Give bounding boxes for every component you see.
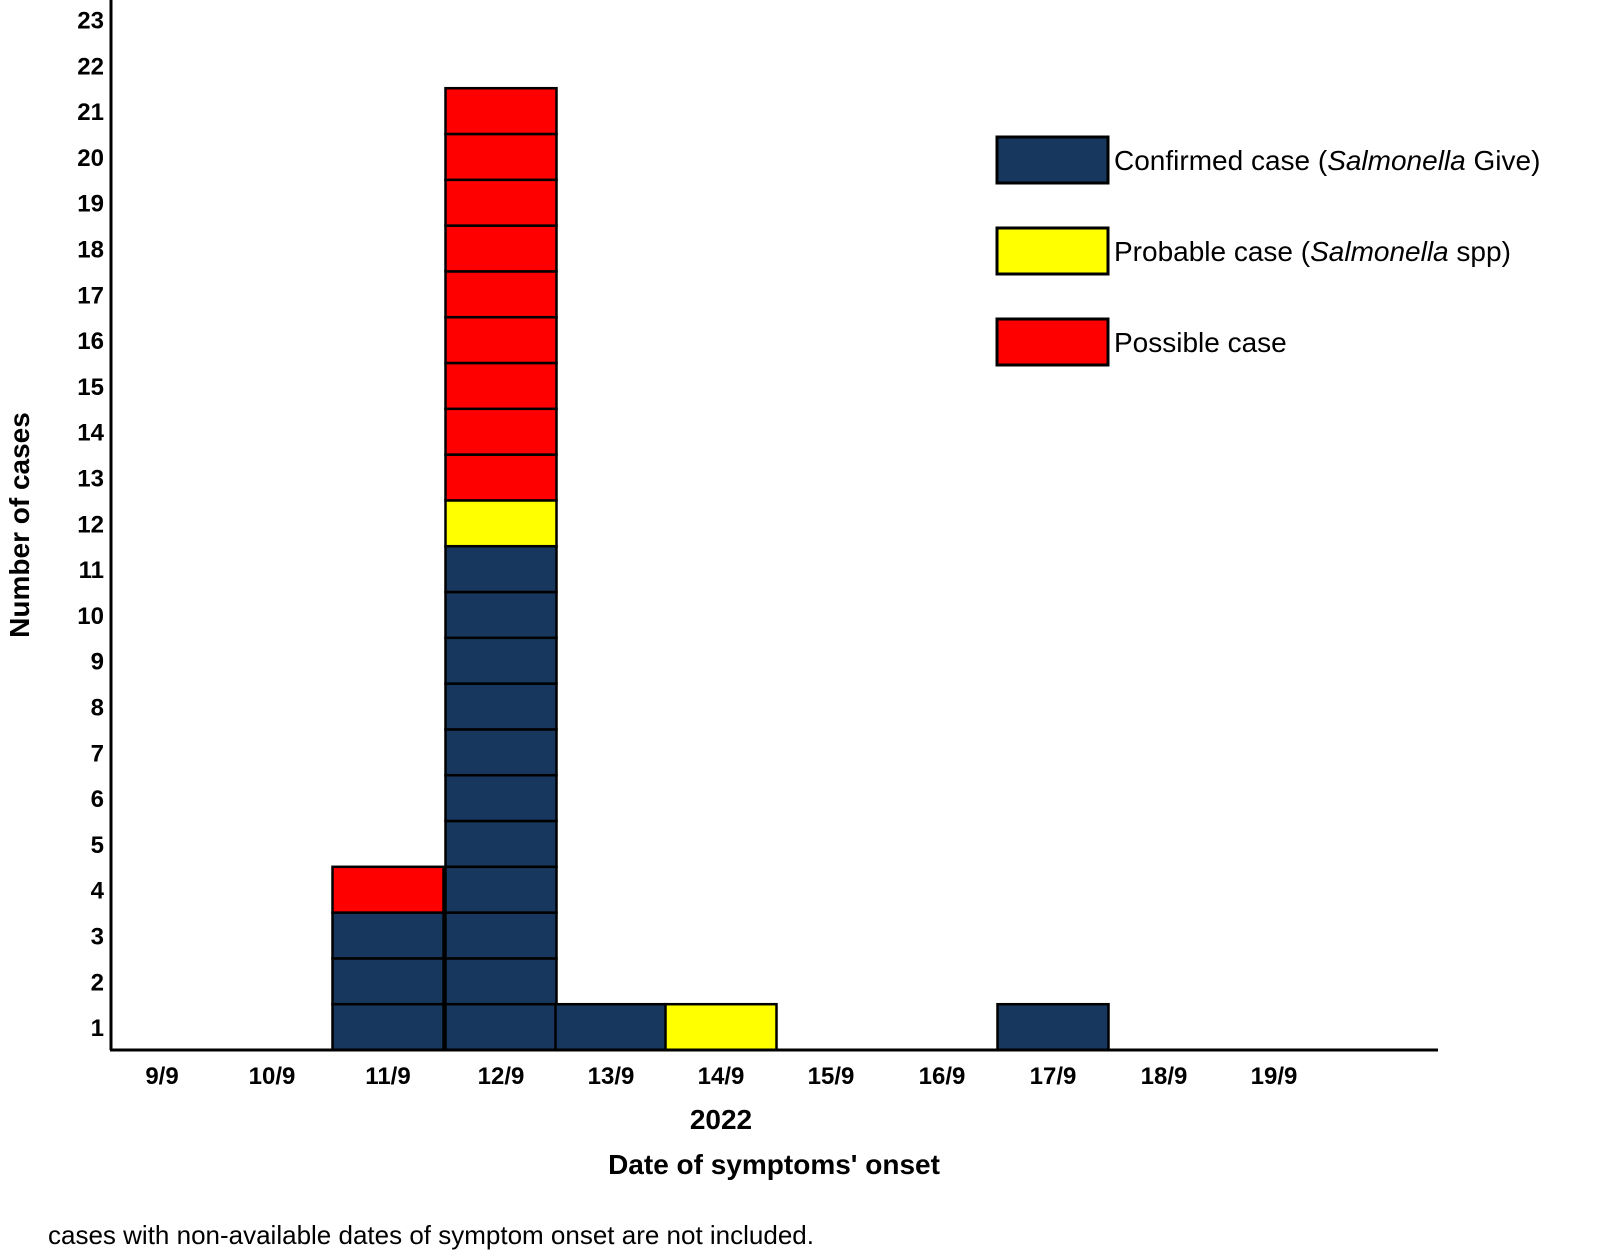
legend-swatch	[995, 226, 1110, 276]
x-tick-label: 12/9	[478, 1063, 525, 1090]
y-tick-label: 14	[77, 420, 104, 447]
x-tick-label: 16/9	[919, 1063, 966, 1090]
bar-segment-confirmed	[444, 911, 558, 960]
x-tick-label: 15/9	[808, 1063, 855, 1090]
bar-segment-possible	[444, 315, 558, 365]
bar-segment-possible	[444, 86, 558, 136]
bar-segment-possible	[444, 178, 558, 227]
y-tick-label: 17	[77, 282, 104, 309]
bar-segment-confirmed	[444, 773, 558, 823]
bar-segment-confirmed	[444, 682, 558, 731]
bar-segment-confirmed	[444, 865, 558, 914]
x-tick-label: 13/9	[588, 1063, 635, 1090]
legend-label-italic: Salmonella	[1310, 236, 1449, 267]
x-tick-label: 18/9	[1141, 1063, 1188, 1090]
bar-segment-probable	[444, 499, 558, 548]
legend-label-prefix: Confirmed case (	[1114, 145, 1328, 176]
bar-segment-confirmed	[554, 1002, 668, 1052]
bar-segment-confirmed	[331, 957, 445, 1006]
bar-segment-possible	[444, 453, 558, 502]
bar-segment-possible	[444, 361, 558, 411]
y-tick-label: 23	[77, 8, 104, 35]
bar-segment-confirmed	[444, 1002, 558, 1052]
bars-layer	[331, 86, 1110, 1052]
bar-segment-confirmed	[444, 728, 558, 777]
legend-label-prefix: Probable case (	[1114, 236, 1311, 267]
y-tick-label: 9	[91, 649, 104, 676]
bar-segment-possible	[444, 270, 558, 319]
bar-segment-confirmed	[444, 957, 558, 1006]
y-tick-label: 3	[91, 924, 104, 951]
y-tick-label: 2	[91, 969, 104, 996]
x-tick-label: 19/9	[1251, 1063, 1298, 1090]
y-tick-label: 6	[91, 786, 104, 813]
legend-swatch	[995, 135, 1110, 185]
y-tick-label: 16	[77, 328, 104, 355]
legend-label: Probable case (Salmonella spp)	[1114, 236, 1511, 267]
y-tick-label: 5	[91, 832, 104, 859]
legend-label-suffix: spp)	[1449, 236, 1511, 267]
legend-label-prefix: Possible case	[1114, 327, 1287, 358]
bar-segment-possible	[444, 132, 558, 182]
bar-segment-confirmed	[444, 819, 558, 869]
y-tick-label: 1	[91, 1015, 104, 1042]
x-axis-year-label: 2022	[690, 1104, 752, 1135]
x-tick-label: 14/9	[698, 1063, 745, 1090]
y-tick-label: 15	[77, 374, 104, 401]
y-tick-label: 18	[77, 237, 104, 264]
legend-label-suffix: Give)	[1466, 145, 1541, 176]
x-tick-label: 11/9	[365, 1063, 410, 1090]
y-tick-label: 22	[77, 53, 104, 80]
bar-segment-probable	[664, 1002, 778, 1052]
y-axis-title: Number of cases	[4, 412, 35, 638]
y-tick-label: 13	[77, 466, 104, 493]
legend-swatch	[995, 317, 1110, 367]
x-axis-ticks: 9/9 10/9 11/9 12/9 13/9 14/9 15/9 16/9 17/9 18/9 1…	[145, 1063, 1297, 1090]
legend-label-italic: Salmonella	[1327, 145, 1466, 176]
y-tick-label: 10	[77, 603, 104, 630]
y-tick-label: 12	[77, 511, 104, 538]
bar-segment-possible	[444, 224, 558, 273]
x-tick-label: 9/9	[145, 1063, 178, 1090]
legend-label: Confirmed case (Salmonella Give)	[1114, 145, 1540, 176]
y-tick-label: 19	[77, 191, 104, 218]
bar-segment-confirmed	[444, 544, 558, 594]
y-tick-label: 21	[77, 99, 104, 126]
x-tick-label: 10/9	[249, 1063, 296, 1090]
bar-segment-confirmed	[996, 1002, 1110, 1052]
bar-segment-possible	[331, 865, 445, 914]
y-tick-label: 4	[91, 878, 105, 905]
bar-segment-confirmed	[331, 911, 445, 960]
legend-label: Possible case	[1114, 327, 1287, 358]
bar-segment-confirmed	[444, 590, 558, 640]
legend: Confirmed case (Salmonella Give)Probable…	[995, 135, 1540, 367]
y-tick-label: 20	[77, 145, 104, 172]
footnote: cases with non-available dates of sympto…	[48, 1220, 814, 1250]
bar-segment-confirmed	[444, 636, 558, 685]
y-tick-label: 8	[91, 695, 104, 722]
bar-segment-confirmed	[331, 1002, 445, 1052]
y-tick-label: 11	[79, 557, 104, 584]
x-axis-title: Date of symptoms' onset	[608, 1149, 940, 1180]
y-tick-label: 7	[91, 740, 104, 767]
x-tick-label: 17/9	[1030, 1063, 1077, 1090]
bar-segment-possible	[444, 407, 558, 456]
